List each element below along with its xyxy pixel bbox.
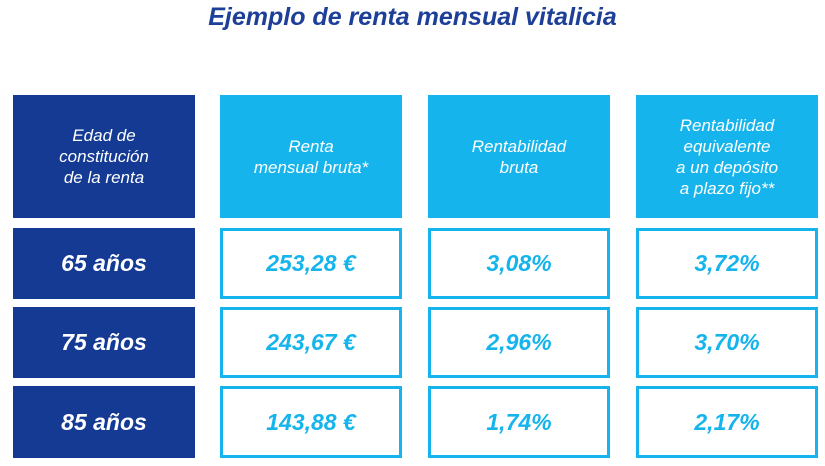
header-rentabilidad-equivalente: Rentabilidad equivalente a un depósito a…: [636, 95, 818, 218]
cell-renta-mensual: 243,67 €: [220, 307, 402, 378]
cell-renta-mensual: 143,88 €: [220, 386, 402, 458]
header-rentabilidad-bruta: Rentabilidad bruta: [428, 95, 610, 218]
cell-rentabilidad-bruta: 1,74%: [428, 386, 610, 458]
cell-rentabilidad-equivalente: 3,70%: [636, 307, 818, 378]
cell-rentabilidad-bruta: 3,08%: [428, 228, 610, 299]
page-title: Ejemplo de renta mensual vitalicia: [208, 3, 617, 31]
cell-rentabilidad-equivalente: 3,72%: [636, 228, 818, 299]
row-label-age: 75 años: [13, 307, 195, 378]
cell-renta-mensual: 253,28 €: [220, 228, 402, 299]
header-edad-constitucion: Edad de constitución de la renta: [13, 95, 195, 218]
row-label-age: 65 años: [13, 228, 195, 299]
row-label-age: 85 años: [13, 386, 195, 458]
header-renta-mensual-bruta: Renta mensual bruta*: [220, 95, 402, 218]
cell-rentabilidad-bruta: 2,96%: [428, 307, 610, 378]
cell-rentabilidad-equivalente: 2,17%: [636, 386, 818, 458]
